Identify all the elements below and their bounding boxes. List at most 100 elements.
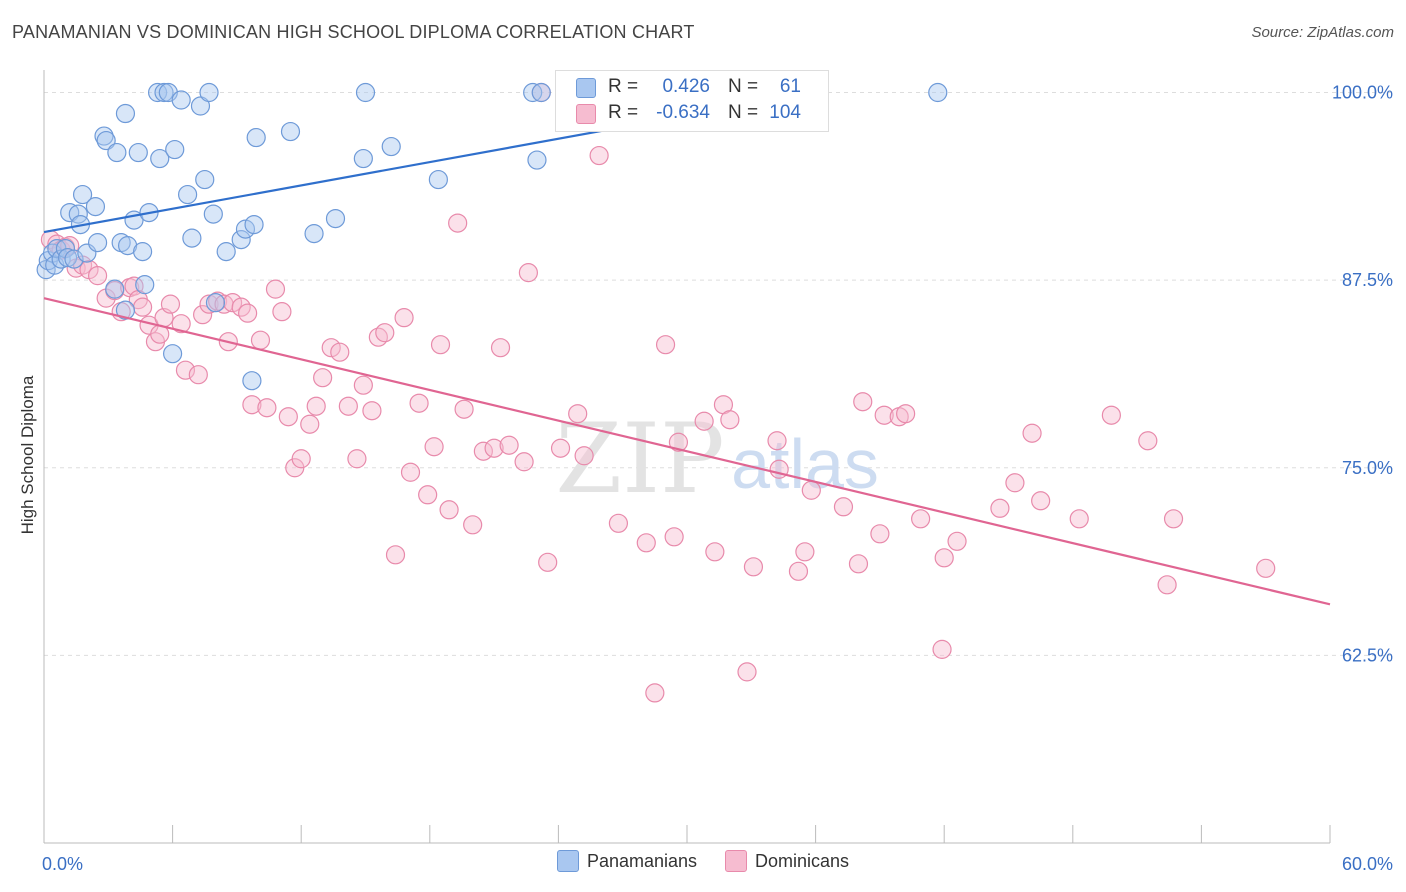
panamanian-point [355,82,376,103]
source-label: Source: ZipAtlas.com [1251,24,1394,41]
panamanian-point [171,90,191,110]
dominican-point [767,431,787,451]
stats-n-value: 104 [769,102,801,123]
watermark-zip: ZIP [555,403,724,515]
stats-r-label: R = [608,76,639,97]
dominican-point [400,462,421,482]
panamanian-point [244,215,264,235]
panamanian-point [128,142,148,163]
dominican-point [1256,558,1276,578]
panamanian-point [325,208,346,229]
panamanian-point [231,230,251,250]
panamanian-point [132,242,153,262]
dominican-point [463,515,483,535]
panamanian-point [85,196,106,217]
stats-row-dominican: R = -0.634 N = 104 [556,101,828,127]
dominican-point [655,335,676,355]
dominican-point [1022,423,1042,443]
dominican-point [874,405,894,425]
dominican-point [278,407,298,427]
dominican-point [538,552,558,572]
y-tick-label: 62.5% [1342,645,1393,665]
panamanian-point [135,275,155,295]
dominican-point [132,297,153,317]
dominican-point [424,437,444,457]
y-tick-label: 75.0% [1342,458,1393,478]
panamanian-point [115,300,136,320]
series-legend: Panamanians Dominicans [0,850,1406,872]
panamanian-point [115,103,136,124]
dominican-point [347,449,367,469]
panamanian-point [150,148,170,169]
panamanian-points [36,82,948,391]
dominican-point [801,480,821,500]
dominican-point [990,498,1010,518]
dominican-point [418,485,438,505]
legend-item-dominicans[interactable]: Dominicans [725,850,849,872]
dominican-trend-line [43,297,1331,606]
dominican-point [321,338,341,358]
panamanian-point [353,148,373,169]
dominican-point [550,438,571,458]
dominican-point [608,513,629,533]
dominican-point [300,414,320,434]
dominican-point [589,145,609,166]
dominican-point [737,662,757,682]
x-tick-label: 60.0% [1342,854,1393,874]
panamanian-point [178,184,198,205]
stats-n-label: N = [728,76,759,97]
dominican-point [257,398,277,418]
dominican-point [265,279,286,299]
dominican-point [238,303,258,323]
legend-swatch-dominicans [725,850,748,872]
legend-label-panamanians: Panamanians [586,850,698,871]
dominican-point [250,330,271,350]
dominican-point [664,527,684,547]
dominican-point [330,342,350,362]
trend-lines [43,92,1331,606]
dominican-point [223,293,243,313]
dominican-point [853,392,873,412]
dominican-point [574,446,594,466]
panamanian-point [928,82,948,103]
panamanian-point [147,82,168,103]
dominican-point [668,432,689,452]
dominican-point [932,639,952,659]
dominican-point [375,323,395,343]
dominican-point [1157,575,1177,595]
dominican-point [1163,509,1184,529]
dominican-point [934,548,954,568]
dominican-point [947,531,967,551]
dominican-point [338,396,358,416]
panamanian-point [195,169,215,190]
dominican-point [394,308,414,328]
panamanian-point [182,228,202,248]
legend-item-panamanians[interactable]: Panamanians [556,850,698,872]
dominican-point [833,497,854,517]
dominican-point [291,449,311,469]
dominican-point [1031,491,1051,511]
dominican-point [514,452,534,472]
panamanian-point [216,242,236,262]
dominican-point [439,500,459,520]
dominican-point [1069,509,1089,529]
chart-title: PANAMANIAN VS DOMINICAN HIGH SCHOOL DIPL… [12,22,695,42]
panamanian-point [190,96,211,116]
panamanian-point [527,150,547,170]
panamanian-point [107,142,127,163]
panamanian-point [57,248,78,268]
panamanian-point [165,139,185,160]
dominican-point [1138,431,1158,451]
y-tick-label: 87.5% [1342,270,1393,290]
x-tick-label: 0.0% [42,854,83,874]
panamanian-point [154,82,174,103]
dominican-point [896,404,916,424]
legend-label-dominicans: Dominicans [755,850,850,871]
tick-labels: 100.0% 87.5% 75.0% 62.5% 0.0% 60.0% [42,83,1393,874]
dominican-point [87,266,108,286]
dominican-point [272,302,292,322]
legend-swatch-panamanians [556,850,579,872]
dominican-point [409,393,429,413]
stats-row-panamanian: R = 0.426 N = 61 [556,75,828,101]
dominican-point [848,554,869,574]
